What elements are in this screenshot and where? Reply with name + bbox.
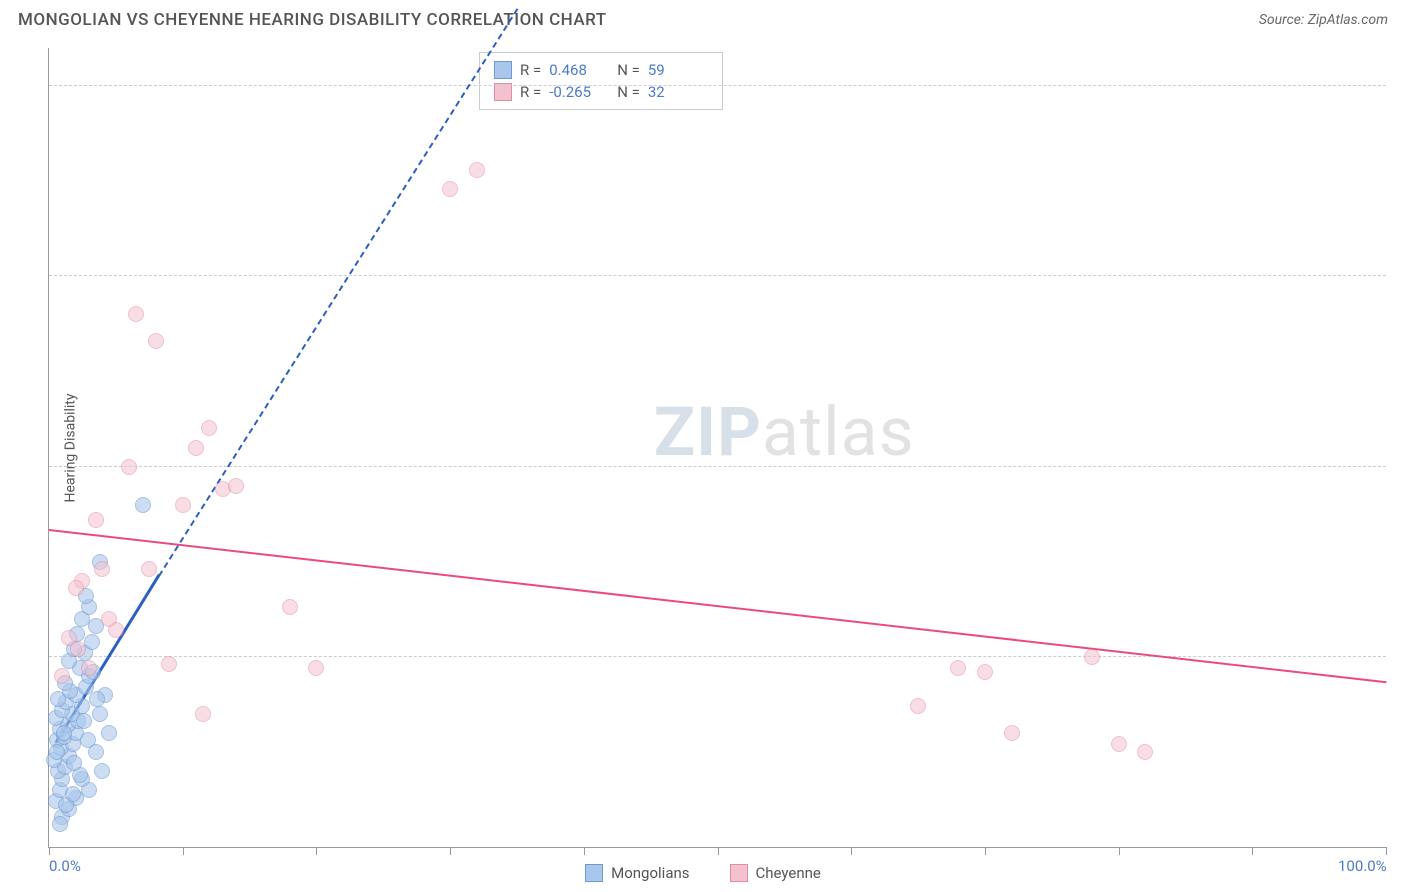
stats-row: R = 0.468 N = 59 [494,59,708,81]
series-swatch [494,61,512,79]
data-point [89,691,105,707]
data-point [161,656,177,672]
data-point [92,706,108,722]
trend-line [158,8,518,576]
data-point [308,660,324,676]
legend-item: Cheyenne [730,864,821,882]
chart-header: MONGOLIAN VS CHEYENNE HEARING DISABILITY… [0,0,1406,36]
legend-bottom: Mongolians Cheyenne [0,864,1406,882]
x-tick [450,847,451,855]
x-tick [718,847,719,855]
data-point [81,660,97,676]
data-point [76,713,92,729]
data-point [54,668,70,684]
x-tick [1386,847,1387,855]
data-point [66,755,82,771]
data-point [1084,649,1100,665]
n-label: N = [617,61,640,79]
data-point [1137,744,1153,760]
data-point [188,440,204,456]
data-point [201,420,217,436]
data-point [469,162,485,178]
data-point [228,478,244,494]
stats-legend-box: R =0.468N =59R =-0.265N =32 [479,52,723,110]
gridline [49,656,1386,657]
legend-swatch [730,864,748,882]
gridline [49,466,1386,467]
data-point [121,459,137,475]
chart-area: Hearing Disability ZIPatlas R =0.468N =5… [48,48,1386,848]
data-point [141,561,157,577]
data-point [49,744,65,760]
data-point [195,706,211,722]
data-point [65,786,81,802]
data-point [101,725,117,741]
x-tick [985,847,986,855]
x-tick [49,847,50,855]
data-point [56,725,72,741]
data-point [94,561,110,577]
legend-label: Mongolians [611,864,689,882]
data-point [52,816,68,832]
gridline [49,85,1386,86]
data-point [282,599,298,615]
legend-swatch [585,864,603,882]
data-point [1111,736,1127,752]
x-tick [1119,847,1120,855]
x-tick [851,847,852,855]
gridline [49,275,1386,276]
data-point [442,181,458,197]
r-label: R = [520,61,541,79]
data-point [128,306,144,322]
y-tick-label: 10.0% [1391,440,1406,458]
data-point [70,641,86,657]
n-value: 59 [648,61,708,79]
x-tick [584,847,585,855]
x-tick [316,847,317,855]
data-point [977,664,993,680]
y-tick-label: 5.0% [1391,630,1406,648]
data-point [88,512,104,528]
r-value: 0.468 [549,61,609,79]
data-point [910,698,926,714]
y-tick-label: 15.0% [1391,249,1406,267]
chart-title: MONGOLIAN VS CHEYENNE HEARING DISABILITY… [18,10,607,30]
data-point [135,497,151,513]
watermark: ZIPatlas [654,392,915,472]
data-point [175,497,191,513]
data-point [950,660,966,676]
y-tick-label: 20.0% [1391,59,1406,77]
data-point [68,580,84,596]
legend-label: Cheyenne [756,864,821,882]
data-point [101,611,117,627]
x-tick [1252,847,1253,855]
data-point [148,333,164,349]
scatter-plot: ZIPatlas R =0.468N =59R =-0.265N =32 5.0… [48,48,1386,848]
trend-line [49,529,1386,683]
data-point [80,732,96,748]
chart-source: Source: ZipAtlas.com [1259,12,1388,28]
x-tick [183,847,184,855]
data-point [1004,725,1020,741]
data-point [94,763,110,779]
legend-item: Mongolians [585,864,689,882]
